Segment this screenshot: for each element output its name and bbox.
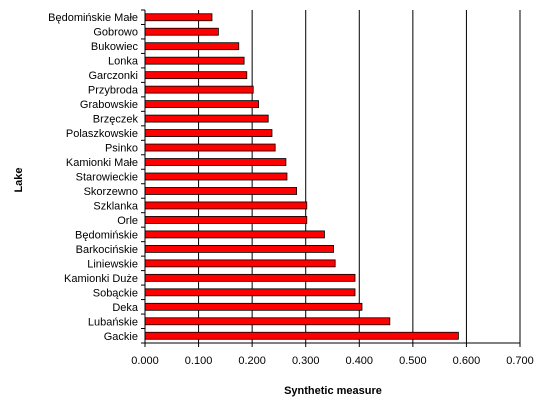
x-tick-labels: 0.000 0.100 0.200 0.300 0.400 0.500 0.600 0.700 bbox=[131, 343, 534, 367]
category-label: Lubańskie bbox=[88, 316, 138, 328]
x-tick-label: 0.200 bbox=[238, 355, 266, 367]
category-label: Będomińskie Małe bbox=[48, 12, 138, 24]
category-label: Gobrowo bbox=[93, 27, 138, 39]
category-label: Polaszkowskie bbox=[66, 128, 138, 140]
x-tick-label: 0.600 bbox=[453, 355, 481, 367]
category-label: Szklanka bbox=[93, 200, 139, 212]
bar bbox=[144, 56, 245, 65]
category-labels: Będomińskie Małe Gobrowo Bukowiec Lonka Garc… bbox=[48, 9, 145, 344]
bar bbox=[144, 27, 219, 36]
bar bbox=[144, 100, 259, 109]
bar bbox=[144, 114, 269, 123]
category-label: Lonka bbox=[108, 56, 139, 68]
category-label: Przybroda bbox=[88, 85, 139, 97]
x-tick-label: 0.500 bbox=[399, 355, 427, 367]
x-tick-label: 0.100 bbox=[185, 355, 213, 367]
category-label: Liniewskie bbox=[87, 258, 138, 270]
category-label: Gackie bbox=[104, 331, 138, 343]
x-tick-label: 0.000 bbox=[131, 355, 159, 367]
bar bbox=[144, 172, 288, 181]
bar bbox=[144, 259, 336, 268]
bar bbox=[144, 143, 276, 152]
category-label: Sobąckie bbox=[93, 287, 138, 299]
x-axis-title: Synthetic measure bbox=[284, 385, 382, 397]
category-label: Bukowiec bbox=[91, 41, 139, 53]
category-label: Brzęczek bbox=[93, 114, 139, 126]
category-label: Deka bbox=[112, 302, 139, 314]
bar bbox=[144, 201, 308, 210]
y-axis-title: Lake bbox=[13, 167, 25, 192]
bar bbox=[144, 187, 298, 195]
bar bbox=[144, 302, 363, 311]
bar bbox=[144, 71, 248, 80]
category-label: Kamionki Duże bbox=[64, 273, 138, 285]
category-label: Garczonki bbox=[88, 70, 138, 82]
bar bbox=[144, 317, 391, 326]
bar bbox=[144, 85, 254, 94]
category-label: Psinko bbox=[105, 143, 138, 155]
bar bbox=[144, 216, 308, 224]
category-label: Orle bbox=[117, 215, 138, 227]
bar-series bbox=[144, 13, 459, 340]
x-tick-label: 0.300 bbox=[292, 355, 320, 367]
category-label: Będomińskie bbox=[75, 229, 138, 241]
bar bbox=[144, 158, 287, 166]
bar bbox=[144, 129, 273, 137]
bar bbox=[144, 42, 240, 51]
category-label: Grabowskie bbox=[80, 99, 138, 111]
category-label: Starowieckie bbox=[76, 172, 138, 184]
x-tick-label: 0.700 bbox=[506, 355, 534, 367]
bar bbox=[144, 244, 334, 253]
gridlines bbox=[198, 10, 521, 343]
category-label: Skorzewno bbox=[84, 186, 138, 198]
category-label: Barkocińskie bbox=[76, 244, 138, 256]
bar bbox=[144, 13, 213, 22]
bar bbox=[144, 288, 356, 297]
bar bbox=[144, 230, 325, 239]
category-label: Kamionki Małe bbox=[66, 157, 138, 169]
x-tick-label: 0.400 bbox=[346, 355, 374, 367]
bar bbox=[144, 331, 459, 340]
bar bbox=[144, 273, 356, 282]
